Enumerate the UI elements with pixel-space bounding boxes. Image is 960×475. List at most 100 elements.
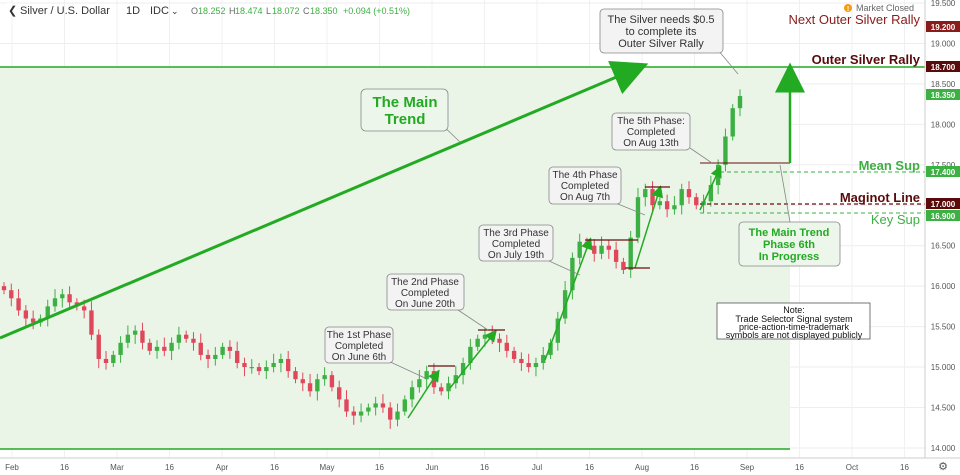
candle-body (235, 350, 240, 364)
change-value: +0.094 (+0.51%) (343, 6, 410, 16)
x-tick-label: Apr (216, 463, 229, 472)
label-outer-rally: Outer Silver Rally (812, 52, 921, 67)
phase1-line2: Completed (335, 341, 383, 352)
candle-body (672, 205, 677, 210)
x-tick-label: 16 (375, 463, 384, 472)
settings-gear-icon[interactable]: ⚙ (938, 461, 948, 473)
candle-body (256, 367, 262, 372)
candle-body (293, 371, 298, 380)
price-axis-ticks: 14.000 14.500 15.000 15.500 16.000 16.500 17.0… (931, 0, 956, 453)
candle-body (329, 375, 335, 388)
phase2-line3: On June 20th (395, 299, 455, 310)
candle-body (1, 286, 7, 291)
candle-body (118, 342, 123, 355)
candle-body (9, 290, 14, 299)
tag-18350-text: 18.350 (931, 91, 956, 100)
x-tick-label: May (319, 463, 334, 472)
phase6-leader (779, 164, 791, 223)
candle-body (402, 399, 407, 412)
candle-body (89, 310, 94, 335)
candle-body (286, 358, 291, 372)
y-tick-label: 18.500 (931, 80, 956, 89)
candle-body (125, 334, 131, 343)
candle-body (482, 334, 488, 339)
x-tick-label: Sep (740, 463, 755, 472)
candle-body (154, 346, 160, 351)
phase1-line1: The 1st Phase (327, 330, 392, 341)
candle-body (613, 249, 619, 262)
tag-19200-text: 19.200 (931, 23, 956, 32)
source-label[interactable]: IDC (150, 5, 169, 17)
high-label: H (229, 6, 236, 16)
time-axis-ticks: Feb 16 Mar 16 Apr 16 May 16 Jun 16 Jul 16 Aug 16 Sep 16… (5, 463, 909, 472)
x-tick-label: 16 (480, 463, 489, 472)
y-tick-label: 16.500 (931, 242, 956, 251)
candle-body (380, 403, 386, 408)
tag-16900-text: 16.900 (931, 212, 956, 221)
source-chevron-icon[interactable]: ⌄ (171, 6, 179, 16)
phase5-leader (689, 147, 713, 164)
high-value: 18.474 (235, 6, 263, 16)
header-bar: ❮ Silver / U.S. Dollar 1D IDC ⌄ O 18.252… (6, 3, 410, 17)
candle-body (322, 375, 327, 380)
candle-body (737, 96, 743, 109)
candle-body (140, 330, 145, 343)
phase1-line3: On June 6th (332, 352, 386, 363)
candle-body (643, 189, 648, 198)
callout-note: Note: Trade Selector Signal system price… (716, 302, 871, 340)
candle-body (621, 261, 626, 270)
phase3-line3: On July 19th (488, 250, 544, 261)
phase2-line2: Completed (401, 288, 449, 299)
close-label: C (303, 6, 310, 16)
candle-body (67, 294, 72, 303)
callout-phase1: The 1st Phase Completed On June 6th (324, 326, 394, 364)
label-next-outer-rally: Next Outer Silver Rally (789, 12, 921, 27)
candle-body (541, 354, 546, 364)
phase6-line1: The Main Trend (749, 227, 830, 239)
interval-label[interactable]: 1D (126, 5, 140, 17)
tag-19200: 19.200 (926, 21, 960, 32)
close-value: 18.350 (310, 6, 338, 16)
y-tick-label: 14.000 (931, 444, 956, 453)
candle-body (577, 241, 582, 258)
tag-18700-text: 18.700 (931, 63, 956, 72)
candle-body (533, 363, 539, 368)
phase6-line3: In Progress (759, 251, 820, 263)
x-tick-label: Mar (110, 463, 124, 472)
candle-body (548, 342, 553, 355)
candle-body (373, 403, 378, 408)
callout-silver-needs: The Silver needs $0.5 to complete its Ou… (599, 8, 724, 54)
candle-body (81, 306, 87, 311)
candle-body (409, 387, 415, 400)
symbol-title[interactable]: Silver / U.S. Dollar (20, 5, 110, 17)
x-tick-label: Jul (532, 463, 542, 472)
candle-body (657, 201, 663, 206)
time-axis[interactable] (0, 458, 960, 475)
candle-body (183, 334, 189, 339)
phase5-line2: Completed (627, 127, 675, 138)
y-tick-label: 14.500 (931, 404, 956, 413)
candle-body (16, 298, 21, 311)
candle-body (52, 298, 58, 307)
x-tick-label: 16 (270, 463, 279, 472)
callout-phase6: The Main Trend Phase 6th In Progress (738, 221, 841, 267)
main-trend-arrow (0, 60, 649, 340)
candle-body (650, 189, 655, 206)
rally-leader (717, 49, 739, 75)
price-axis[interactable] (925, 0, 960, 458)
silver-needs-line1: The Silver needs $0.5 (607, 14, 714, 26)
candle-body (198, 342, 203, 355)
svg-text:!: ! (847, 6, 849, 13)
y-tick-label: 19.000 (931, 39, 956, 48)
phase3-line2: Completed (492, 239, 540, 250)
candle-body (227, 346, 233, 351)
x-tick-label: Feb (5, 463, 19, 472)
candle-body (220, 346, 225, 355)
candle-body (708, 185, 714, 202)
callout-main-trend: The Main Trend (360, 88, 449, 132)
collapse-chevron-icon[interactable]: ❮ (8, 5, 17, 17)
callout-phase2: The 2nd Phase Completed On June 20th (386, 273, 465, 311)
candle-body (511, 350, 517, 359)
candle-body (679, 189, 684, 206)
